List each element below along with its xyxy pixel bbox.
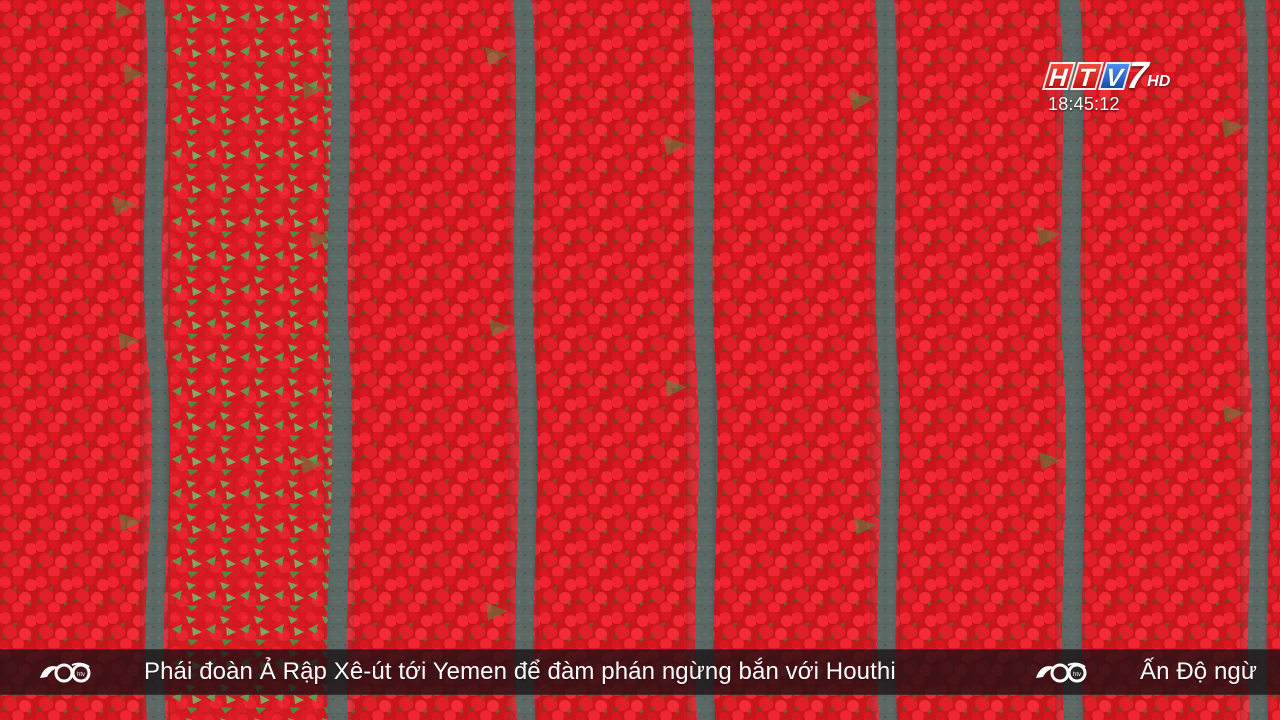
ticker-item-next: htv Ấn Độ ngừ <box>1034 650 1257 694</box>
htv-news-logo-icon: htv <box>1034 661 1088 683</box>
htv-news-logo-icon: htv <box>38 661 92 683</box>
svg-text:htv: htv <box>77 672 85 678</box>
ticker-next-headline: Ấn Độ ngừ <box>1140 650 1257 694</box>
hd-mark: HD <box>1147 73 1170 91</box>
broadcast-time: 18:45:12 <box>1048 94 1120 114</box>
ticker-headline: Phái đoàn Ả Rập Xê-út tới Yemen để đàm p… <box>144 650 896 694</box>
svg-text:htv: htv <box>1073 672 1081 678</box>
htv7-logo: H T V 7 HD <box>1046 60 1170 92</box>
ticker-item-current: htv Phái đoàn Ả Rập Xê-út tới Yemen để đ… <box>38 650 896 694</box>
channel-bug: H T V 7 HD 18:45:12 <box>1046 60 1206 115</box>
news-ticker: htv Phái đoàn Ả Rập Xê-út tới Yemen để đ… <box>0 649 1280 695</box>
